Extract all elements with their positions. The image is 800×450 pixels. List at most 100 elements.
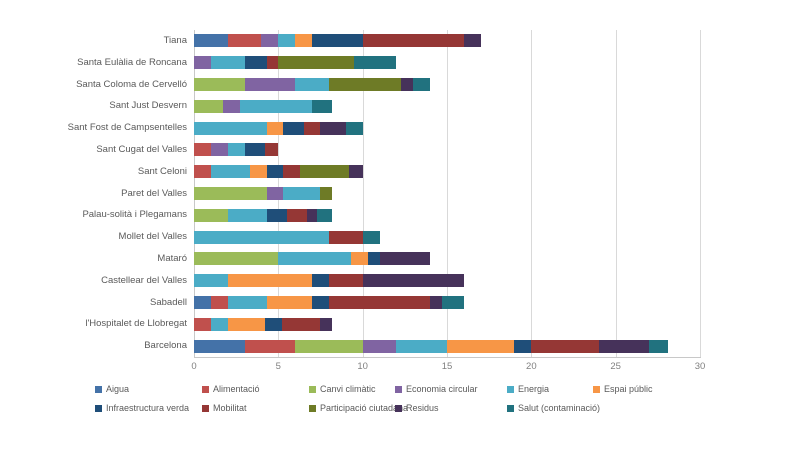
bar-segment[interactable] [295,339,363,353]
bar-segment[interactable] [413,77,431,91]
bar-segment[interactable] [328,274,363,288]
bar-segment[interactable] [350,252,368,266]
bar-segment[interactable] [345,121,363,135]
bar-segment[interactable] [295,34,313,48]
bar-segment[interactable] [306,208,318,222]
bar-segment[interactable] [266,186,284,200]
bar-segment[interactable] [349,165,363,179]
bar-segment[interactable] [194,121,267,135]
legend-item[interactable]: Alimentació [202,384,260,395]
bar-segment[interactable] [312,99,333,113]
bar-segment[interactable] [194,99,223,113]
stacked-bar[interactable] [194,99,333,113]
bar-segment[interactable] [328,295,431,309]
bar-segment[interactable] [362,339,397,353]
bar-segment[interactable] [264,317,282,331]
bar-segment[interactable] [396,339,447,353]
bar-segment[interactable] [210,143,228,157]
bar-segment[interactable] [194,143,211,157]
stacked-bar[interactable] [194,339,668,353]
bar-segment[interactable] [300,165,350,179]
stacked-bar[interactable] [194,295,464,309]
bar-segment[interactable] [210,56,245,70]
stacked-bar[interactable] [194,165,363,179]
bar-segment[interactable] [278,34,296,48]
stacked-bar[interactable] [194,143,279,157]
legend-item[interactable]: Mobilitat [202,403,247,414]
bar-segment[interactable] [194,274,228,288]
bar-segment[interactable] [194,339,245,353]
bar-segment[interactable] [362,34,464,48]
bar-segment[interactable] [531,339,599,353]
bar-segment[interactable] [312,34,363,48]
bar-segment[interactable] [227,143,245,157]
bar-segment[interactable] [194,165,211,179]
bar-segment[interactable] [312,274,329,288]
bar-segment[interactable] [266,165,284,179]
bar-segment[interactable] [317,208,333,222]
bar-segment[interactable] [283,165,301,179]
bar-segment[interactable] [210,317,228,331]
bar-segment[interactable] [227,295,267,309]
bar-segment[interactable] [312,295,329,309]
bar-segment[interactable] [430,295,442,309]
legend-item[interactable]: Infraestructura verda [95,403,189,414]
bar-segment[interactable] [266,121,284,135]
bar-segment[interactable] [244,77,296,91]
stacked-bar[interactable] [194,252,431,266]
legend-item[interactable]: Espai públic [593,384,653,395]
bar-segment[interactable] [227,274,313,288]
bar-segment[interactable] [264,143,279,157]
bar-segment[interactable] [295,77,329,91]
bar-segment[interactable] [649,339,668,353]
bar-segment[interactable] [303,121,321,135]
stacked-bar[interactable] [194,186,333,200]
bar-segment[interactable] [266,208,287,222]
bar-segment[interactable] [222,99,240,113]
bar-segment[interactable] [266,56,279,70]
bar-segment[interactable] [210,295,228,309]
stacked-bar[interactable] [194,230,380,244]
bar-segment[interactable] [227,317,265,331]
bar-segment[interactable] [441,295,464,309]
bar-segment[interactable] [227,34,262,48]
bar-segment[interactable] [261,34,279,48]
stacked-bar[interactable] [194,34,481,48]
bar-segment[interactable] [367,252,380,266]
bar-segment[interactable] [283,186,321,200]
bar-segment[interactable] [446,339,515,353]
bar-segment[interactable] [244,143,265,157]
bar-segment[interactable] [401,77,414,91]
bar-segment[interactable] [281,317,321,331]
bar-segment[interactable] [194,317,211,331]
bar-segment[interactable] [194,252,279,266]
stacked-bar[interactable] [194,317,333,331]
bar-segment[interactable] [244,56,267,70]
bar-segment[interactable] [194,295,211,309]
legend-item[interactable]: Participació ciutadana [309,403,408,414]
bar-segment[interactable] [514,339,532,353]
bar-segment[interactable] [598,339,650,353]
stacked-bar[interactable] [194,77,431,91]
bar-segment[interactable] [286,208,307,222]
bar-segment[interactable] [210,165,250,179]
bar-segment[interactable] [227,208,267,222]
bar-segment[interactable] [278,56,355,70]
bar-segment[interactable] [379,252,431,266]
bar-segment[interactable] [362,230,380,244]
bar-segment[interactable] [249,165,267,179]
legend-item[interactable]: Economia circular [395,384,478,395]
legend-item[interactable]: Canvi climàtic [309,384,376,395]
bar-segment[interactable] [194,208,228,222]
bar-segment[interactable] [239,99,313,113]
stacked-bar[interactable] [194,121,363,135]
bar-segment[interactable] [194,56,211,70]
bar-segment[interactable] [266,295,313,309]
bar-segment[interactable] [328,77,402,91]
bar-segment[interactable] [278,252,351,266]
bar-segment[interactable] [283,121,304,135]
bar-segment[interactable] [320,186,333,200]
stacked-bar[interactable] [194,274,464,288]
bar-segment[interactable] [320,317,333,331]
stacked-bar[interactable] [194,208,333,222]
